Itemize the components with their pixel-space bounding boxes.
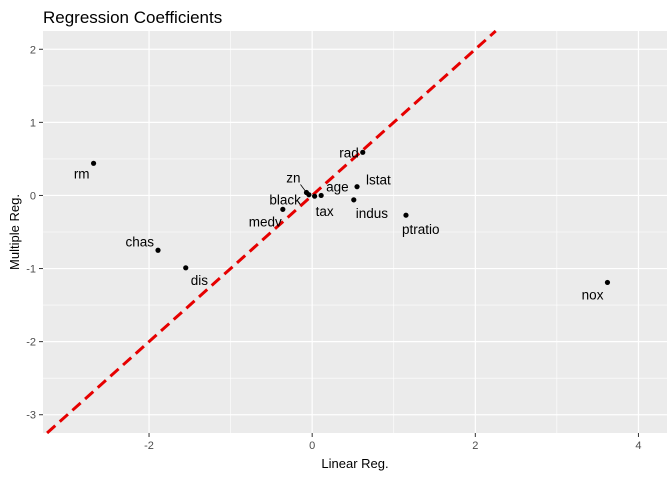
label-lstat: lstat (366, 173, 391, 188)
label-black: black (269, 193, 301, 208)
y-tick-label: 2 (30, 44, 36, 56)
reference-line (46, 29, 497, 435)
x-tick-label: 2 (472, 440, 478, 452)
point-nox (604, 279, 611, 286)
point-medv (280, 206, 286, 212)
point-rm (90, 160, 97, 166)
point-labels: rm chas dis medv black zn tax age indus lstat rad p… (74, 145, 604, 302)
label-nox: nox (582, 287, 604, 302)
y-axis-title: Multiple Reg. (7, 194, 22, 270)
x-axis-title: Linear Reg. (321, 456, 388, 471)
point-ptratio (403, 212, 409, 218)
point-age (318, 192, 324, 199)
x-axis-ticks: -2 0 2 4 (144, 433, 642, 452)
y-tick-label: -1 (26, 264, 36, 276)
zn-label-leader (300, 184, 307, 193)
y-tick-label: -2 (26, 337, 36, 349)
y-tick-label: 0 (30, 190, 36, 202)
point-dis (183, 265, 189, 271)
chart-title: Regression Coefficients (43, 8, 222, 27)
minor-gridlines (43, 31, 667, 433)
label-indus: indus (356, 206, 389, 221)
label-zn: zn (286, 171, 300, 186)
label-dis: dis (191, 273, 209, 288)
y-tick-label: 1 (30, 117, 36, 129)
point-chas (155, 247, 161, 253)
x-tick-label: 4 (635, 440, 641, 452)
label-chas: chas (125, 234, 154, 249)
x-tick-label: -2 (144, 440, 154, 452)
label-tax: tax (316, 204, 334, 219)
point-tax (312, 193, 318, 199)
major-gridlines (43, 31, 667, 433)
point-lstat (354, 184, 360, 190)
label-rm: rm (74, 166, 90, 181)
reference-line-y-equals-x (46, 29, 497, 435)
point-indus (351, 197, 357, 203)
label-age: age (326, 179, 349, 194)
label-medv: medv (249, 214, 282, 229)
label-ptratio: ptratio (402, 222, 440, 237)
label-rad: rad (339, 145, 359, 160)
point-rad (360, 149, 366, 155)
y-tick-label: -3 (26, 410, 36, 422)
y-axis-ticks: -3 -2 -1 0 1 2 (26, 44, 43, 422)
x-tick-label: 0 (309, 440, 315, 452)
